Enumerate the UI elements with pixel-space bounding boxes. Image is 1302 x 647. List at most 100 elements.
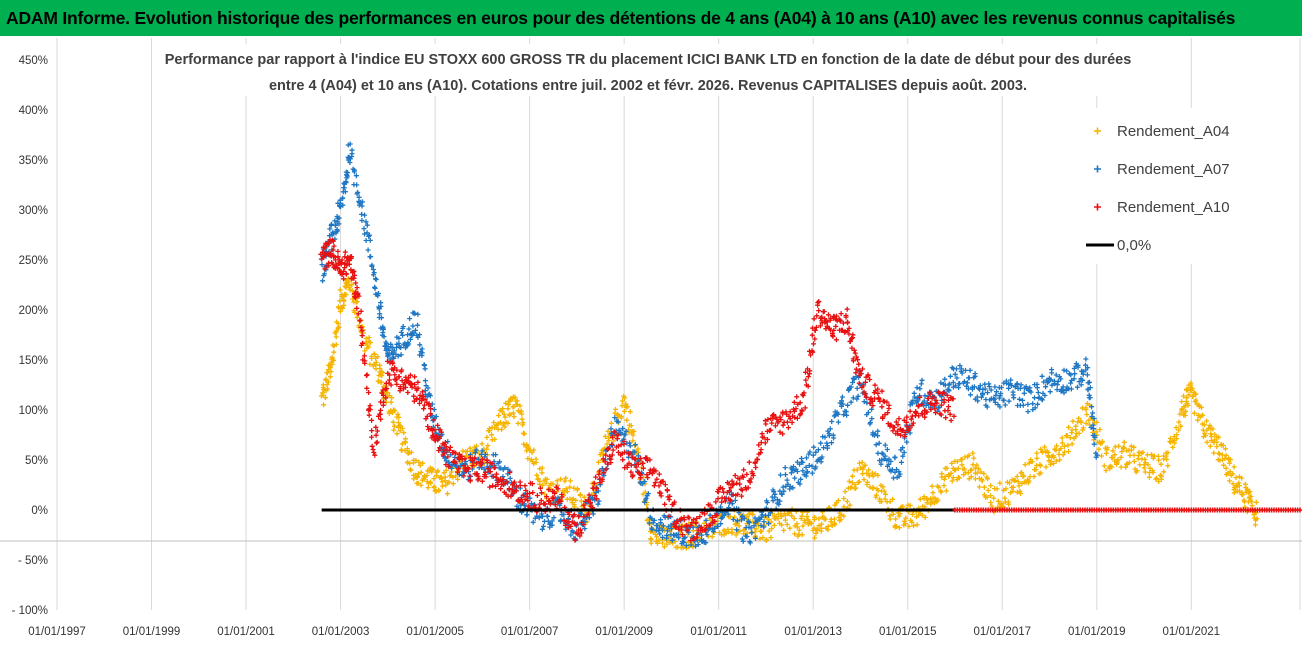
point-rendement-a04 <box>1173 425 1179 431</box>
point-rendement-a07 <box>938 380 944 386</box>
point-rendement-a04 <box>925 497 931 503</box>
point-rendement-a04 <box>997 480 1003 486</box>
point-rendement-a04 <box>1012 477 1018 483</box>
point-rendement-a04 <box>1164 456 1170 462</box>
point-rendement-a07 <box>660 523 666 529</box>
point-rendement-a10 <box>715 496 721 502</box>
point-rendement-a04 <box>1214 439 1220 445</box>
point-rendement-a10 <box>653 468 659 474</box>
point-rendement-a10 <box>403 384 409 390</box>
point-rendement-a04 <box>1147 465 1153 471</box>
point-rendement-a10 <box>908 416 914 422</box>
point-rendement-a07 <box>865 410 871 415</box>
point-rendement-a04 <box>881 488 887 494</box>
point-rendement-a10 <box>369 428 375 434</box>
point-rendement-a04 <box>1211 450 1217 456</box>
y-tick-label: - 50% <box>18 555 48 567</box>
point-rendement-a04 <box>499 409 505 415</box>
point-rendement-a07 <box>809 463 815 469</box>
point-rendement-a04 <box>328 369 334 375</box>
point-rendement-a10 <box>615 432 621 438</box>
point-rendement-a07 <box>339 196 345 201</box>
point-rendement-a04 <box>949 478 955 484</box>
point-rendement-a07 <box>521 492 527 498</box>
point-rendement-a07 <box>772 491 778 497</box>
point-rendement-a04 <box>388 399 394 405</box>
point-rendement-a04 <box>911 523 917 529</box>
point-rendement-a07 <box>367 237 373 243</box>
point-rendement-a10 <box>362 358 368 364</box>
point-rendement-a07 <box>779 491 785 497</box>
chart-gridlines <box>56 38 1301 610</box>
point-rendement-a10 <box>370 447 376 452</box>
point-rendement-a10 <box>484 458 490 464</box>
point-rendement-a07 <box>342 189 348 195</box>
point-rendement-a07 <box>815 447 821 453</box>
point-rendement-a04 <box>1026 478 1032 484</box>
point-rendement-a07 <box>568 532 574 538</box>
point-rendement-a07 <box>1052 381 1058 387</box>
point-rendement-a07 <box>482 451 488 457</box>
x-tick-label: 01/01/2021 <box>1163 626 1221 638</box>
point-rendement-a07 <box>892 469 898 475</box>
point-rendement-a07 <box>993 392 999 398</box>
point-rendement-a04 <box>791 516 797 521</box>
point-rendement-a04 <box>763 538 769 543</box>
point-rendement-a07 <box>804 455 809 461</box>
point-rendement-a07 <box>365 247 371 253</box>
point-rendement-a07 <box>766 521 772 527</box>
point-rendement-a07 <box>900 445 906 451</box>
point-rendement-a04 <box>323 377 329 383</box>
point-rendement-a07 <box>1028 389 1034 395</box>
point-rendement-a04 <box>489 432 495 438</box>
point-rendement-a07 <box>851 377 857 382</box>
point-rendement-a04 <box>394 431 400 437</box>
point-rendement-a10 <box>330 247 336 253</box>
point-rendement-a07 <box>407 316 413 322</box>
point-rendement-a07 <box>391 348 397 354</box>
point-rendement-a10 <box>373 440 379 446</box>
point-rendement-a10 <box>437 445 443 451</box>
point-rendement-a04 <box>1223 465 1229 471</box>
point-rendement-a04 <box>841 513 847 519</box>
point-rendement-a04 <box>460 448 466 454</box>
point-rendement-a04 <box>630 438 636 444</box>
point-rendement-a07 <box>620 426 626 431</box>
point-rendement-a10 <box>844 306 850 312</box>
point-rendement-a07 <box>971 384 977 390</box>
point-rendement-a04 <box>1006 501 1012 507</box>
point-rendement-a04 <box>624 417 630 423</box>
point-rendement-a04 <box>349 282 355 287</box>
point-rendement-a10 <box>735 491 741 497</box>
point-rendement-a07 <box>422 366 428 372</box>
point-rendement-a07 <box>340 202 346 208</box>
point-rendement-a04 <box>1042 444 1048 450</box>
point-rendement-a10 <box>789 420 795 425</box>
point-rendement-a07 <box>683 542 689 548</box>
point-rendement-a04 <box>792 531 798 537</box>
point-rendement-a10 <box>726 481 732 487</box>
point-rendement-a10 <box>714 512 719 518</box>
point-rendement-a04 <box>337 287 343 293</box>
point-rendement-a10 <box>902 429 908 435</box>
point-rendement-a04 <box>514 398 520 404</box>
point-rendement-a10 <box>799 408 805 414</box>
point-rendement-a10 <box>803 377 809 383</box>
point-rendement-a04 <box>1191 410 1197 416</box>
point-rendement-a10 <box>644 472 650 478</box>
point-rendement-a07 <box>975 398 981 404</box>
point-rendement-a07 <box>502 465 508 471</box>
point-rendement-a04 <box>771 522 777 528</box>
point-rendement-a10 <box>339 257 345 263</box>
point-rendement-a04 <box>511 414 517 420</box>
point-rendement-a10 <box>578 527 583 533</box>
point-rendement-a10 <box>546 498 552 504</box>
point-rendement-a10 <box>802 405 808 411</box>
point-rendement-a10 <box>729 478 735 484</box>
point-rendement-a10 <box>756 442 762 448</box>
point-rendement-a04 <box>1121 439 1127 445</box>
point-rendement-a07 <box>664 532 670 538</box>
point-rendement-a04 <box>399 425 405 431</box>
legend-marker-rendement-a07 <box>1094 165 1101 173</box>
point-rendement-a10 <box>387 372 392 378</box>
